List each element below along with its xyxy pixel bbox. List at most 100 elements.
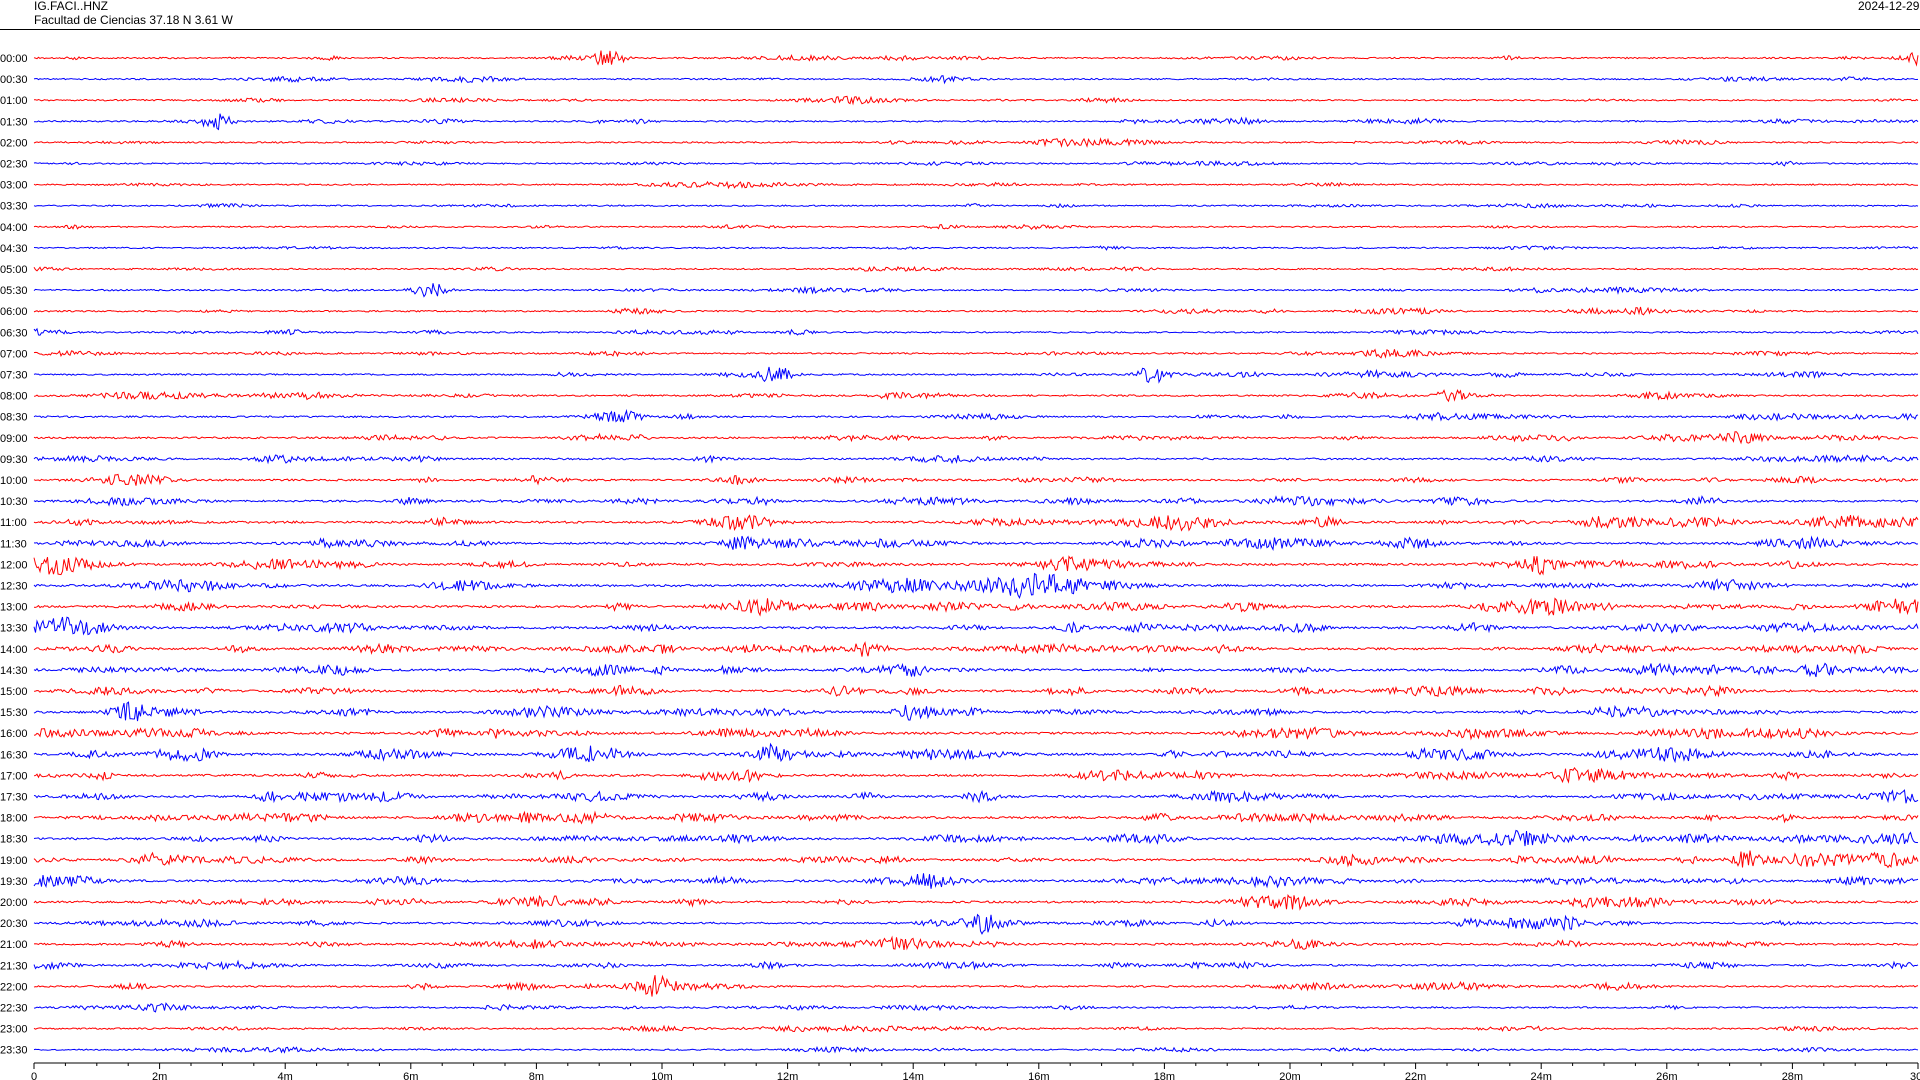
- trace-1030: [33, 495, 1919, 507]
- row-label: 04:00: [0, 222, 28, 234]
- trace-0430: [33, 245, 1919, 251]
- row-label: 07:30: [0, 370, 28, 382]
- trace-0600: [33, 306, 1919, 316]
- row-label: 16:00: [0, 728, 28, 740]
- row-label: 13:30: [0, 623, 28, 635]
- station-description: Facultad de Ciencias 37.18 N 3.61 W: [34, 13, 233, 27]
- trace-2030: [33, 913, 1919, 935]
- row-label: 11:30: [0, 538, 27, 550]
- trace-0730: [33, 366, 1919, 384]
- trace-1500: [33, 684, 1919, 698]
- trace-1200: [33, 555, 1919, 576]
- row-label: 00:30: [0, 74, 28, 86]
- trace-1130: [33, 535, 1919, 551]
- trace-1400: [33, 641, 1919, 657]
- row-label: 12:00: [0, 559, 28, 571]
- trace-1300: [33, 597, 1919, 617]
- trace-0630: [33, 327, 1919, 336]
- row-label: 17:30: [0, 792, 28, 804]
- trace-1600: [33, 726, 1919, 741]
- row-label: 10:00: [0, 475, 28, 487]
- x-tick-label: 6m: [403, 1071, 418, 1080]
- row-label: 01:30: [0, 116, 28, 128]
- trace-2230: [33, 1002, 1919, 1013]
- row-label: 18:00: [0, 813, 28, 825]
- trace-2130: [33, 959, 1919, 971]
- trace-1530: [33, 701, 1919, 722]
- trace-0230: [33, 160, 1919, 167]
- trace-1900: [33, 850, 1919, 869]
- x-tick-label: 8m: [529, 1071, 544, 1080]
- header-divider: [0, 29, 1920, 30]
- trace-0400: [33, 223, 1919, 231]
- row-label: 23:30: [0, 1045, 28, 1057]
- x-tick-label: 2m: [152, 1071, 167, 1080]
- row-label: 20:00: [0, 897, 28, 909]
- row-label: 17:00: [0, 770, 28, 782]
- x-tick-label: 0: [31, 1071, 37, 1080]
- x-tick-label: 14m: [902, 1071, 923, 1080]
- trace-1730: [33, 789, 1919, 804]
- row-label: 16:30: [0, 749, 28, 761]
- station-code: IG.FACI..HNZ: [34, 0, 109, 13]
- x-tick-label: 4m: [278, 1071, 293, 1080]
- trace-2000: [33, 893, 1919, 911]
- row-label: 09:30: [0, 454, 28, 466]
- row-label: 02:30: [0, 159, 28, 171]
- seismic-traces: [33, 50, 1919, 1054]
- x-tick-label: 18m: [1154, 1071, 1175, 1080]
- row-label: 19:30: [0, 876, 28, 888]
- trace-0200: [33, 137, 1919, 148]
- trace-2300: [33, 1024, 1919, 1033]
- row-label: 21:30: [0, 960, 28, 972]
- row-label: 10:30: [0, 496, 28, 508]
- row-label: 06:00: [0, 306, 28, 318]
- trace-1700: [33, 766, 1919, 784]
- row-label: 11:00: [0, 517, 27, 529]
- row-label: 07:00: [0, 348, 28, 360]
- trace-2100: [33, 935, 1919, 951]
- trace-1930: [33, 873, 1919, 889]
- row-label: 08:30: [0, 412, 28, 424]
- trace-1630: [33, 742, 1919, 764]
- trace-0930: [33, 454, 1919, 465]
- trace-0100: [33, 95, 1919, 106]
- x-tick-label: 10m: [651, 1071, 672, 1080]
- trace-1100: [33, 514, 1919, 532]
- row-label: 15:30: [0, 707, 28, 719]
- row-label: 05:00: [0, 264, 28, 276]
- trace-1800: [33, 810, 1919, 825]
- trace-1830: [33, 829, 1919, 847]
- trace-0830: [33, 408, 1919, 423]
- trace-1230: [33, 572, 1919, 599]
- x-tick-label: 16m: [1028, 1071, 1049, 1080]
- row-label: 09:00: [0, 433, 28, 445]
- x-tick-label: 24m: [1530, 1071, 1551, 1080]
- row-label: 05:30: [0, 285, 28, 297]
- trace-1430: [33, 662, 1919, 678]
- x-tick-label: 28m: [1782, 1071, 1803, 1080]
- x-tick-label: 20m: [1279, 1071, 1300, 1080]
- x-tick-label: 30: [1910, 1071, 1920, 1080]
- x-tick-label: 26m: [1656, 1071, 1677, 1080]
- row-label: 01:00: [0, 95, 28, 107]
- row-label: 14:00: [0, 644, 28, 656]
- trace-0030: [33, 75, 1919, 85]
- x-tick-label: 12m: [777, 1071, 798, 1080]
- plot-date: 2024-12-29: [1858, 0, 1920, 13]
- row-label: 23:00: [0, 1024, 28, 1036]
- trace-2200: [33, 974, 1919, 997]
- row-label: 18:30: [0, 834, 28, 846]
- trace-0500: [33, 265, 1919, 272]
- row-label: 21:00: [0, 939, 28, 951]
- trace-1330: [33, 616, 1919, 636]
- trace-0330: [33, 202, 1919, 209]
- row-labels: 00:00 00:30 01:00 01:30 02:00 02:30 03:00 03:30…: [0, 53, 28, 1057]
- trace-0530: [33, 283, 1919, 298]
- row-label: 00:00: [0, 53, 28, 65]
- trace-0000: [33, 50, 1919, 67]
- row-label: 03:00: [0, 180, 28, 192]
- row-label: 06:30: [0, 327, 28, 339]
